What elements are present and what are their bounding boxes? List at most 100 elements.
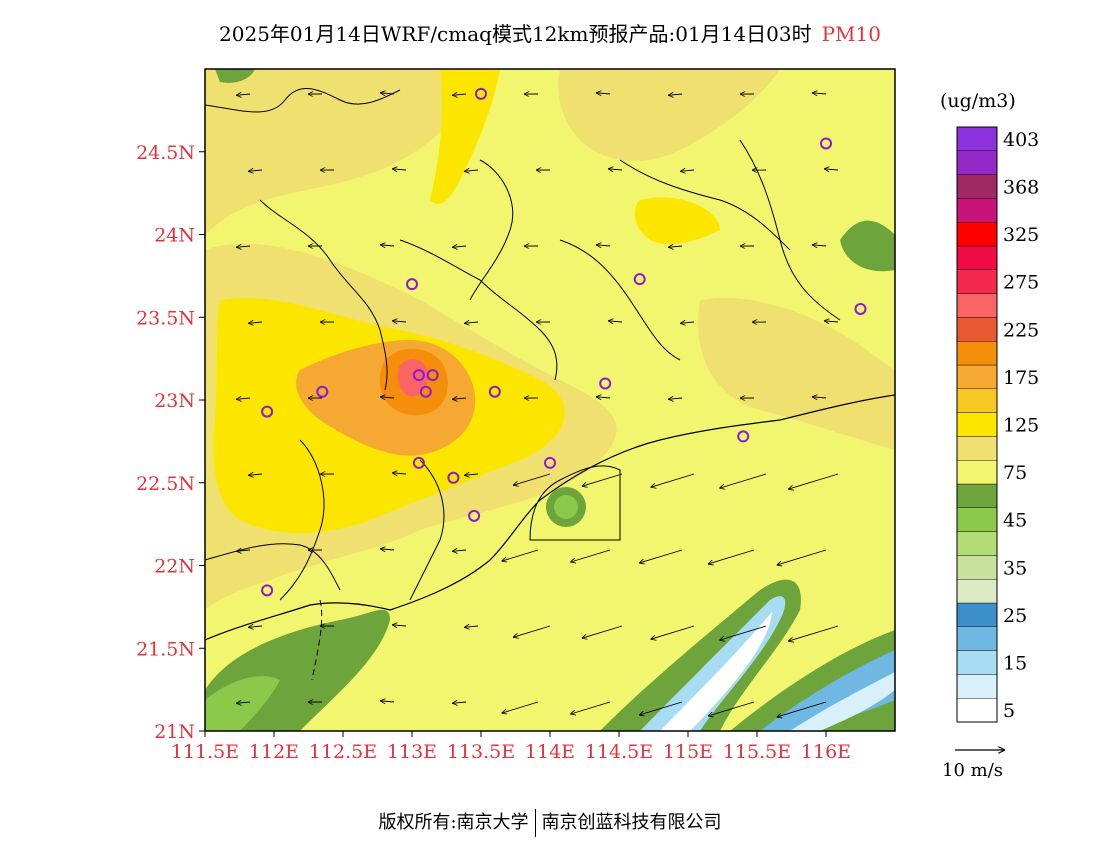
field-band-moderate-east — [698, 298, 895, 450]
colorbar-swatch — [956, 483, 998, 508]
boundary-east-1 — [559, 239, 681, 361]
field-low-northwest-corner — [215, 69, 255, 83]
station-marker — [475, 87, 487, 100]
colorbar-swatch — [956, 436, 998, 461]
wind-arrow — [777, 549, 827, 565]
colorbar-tick-label: 35 — [1003, 557, 1027, 579]
station-marker — [633, 273, 646, 286]
lon-tick-label: 115.5E — [723, 741, 791, 763]
wind-arrow — [464, 474, 479, 475]
boundary-southwest-2 — [205, 543, 341, 591]
colorbar-tick-label: 368 — [1003, 177, 1039, 199]
wind-arrow — [582, 473, 623, 486]
wind-arrow — [708, 549, 755, 564]
station-marker — [426, 369, 439, 382]
wind-arrow — [464, 322, 479, 323]
lon-tick-label: 112.5E — [309, 741, 377, 763]
longitude-axis: 111.5E 112E 112.5E 113E 113.5E 114E 114.5E 115E… — [171, 731, 851, 763]
station-marker — [544, 456, 556, 469]
map-title: 2025年01月14日WRF/cmaq模式12km预报产品:01月14日03时 P… — [0, 18, 1100, 47]
colorbar-frame — [956, 126, 998, 723]
lon-tick-label: 111.5E — [171, 741, 239, 763]
wind-arrow — [464, 170, 479, 171]
wind-arrow — [596, 245, 611, 246]
station-marker — [261, 405, 274, 418]
colorbar-tick-label: 175 — [1003, 367, 1039, 389]
wind-arrow — [236, 702, 251, 703]
colorbar-swatch — [956, 317, 998, 342]
wind-arrow — [236, 550, 251, 551]
coastline — [205, 394, 895, 641]
boundary-dashed — [311, 599, 323, 681]
field-low-northeast — [840, 220, 895, 272]
colorbar-swatch — [956, 245, 998, 270]
wind-vectors — [236, 93, 839, 717]
colorbar-swatch — [956, 221, 998, 247]
field-sea-band-1 — [600, 579, 801, 731]
boundary-pearl-delta — [409, 459, 445, 601]
wind-arrow — [513, 473, 551, 485]
station-marker — [447, 471, 460, 484]
wind-arrow — [812, 93, 827, 94]
colorbar-unit-label: (ug/m3) — [940, 90, 1016, 112]
colorbar-tick-label: 75 — [1003, 462, 1027, 484]
wind-arrow — [236, 94, 251, 95]
colorbar-swatch — [956, 602, 998, 627]
station-marker — [316, 385, 329, 398]
field-band-moderate-northeast — [558, 69, 780, 161]
wind-arrow — [812, 245, 827, 246]
station-marker — [468, 509, 481, 522]
station-marker — [412, 369, 425, 382]
colorbar-swatch — [956, 650, 998, 675]
wind-arrow — [248, 626, 263, 627]
lat-tick-label: 23N — [154, 390, 195, 412]
station-marker — [419, 385, 432, 398]
wind-arrow — [639, 549, 683, 563]
colorbar-swatch — [956, 293, 998, 318]
wind-arrow — [452, 702, 467, 703]
colorbar-swatch — [956, 412, 998, 437]
colorbar-swatch — [956, 364, 998, 389]
footer-left: 版权所有:南京大学 — [378, 812, 529, 833]
colorbar-tick-label: 5 — [1003, 700, 1015, 722]
boundary-west-1 — [259, 199, 388, 391]
station-markers — [261, 87, 867, 597]
wind-arrow — [668, 398, 683, 399]
wind-arrow — [236, 398, 251, 399]
pm10-concentration-field — [205, 69, 895, 731]
boundary-north — [205, 87, 401, 113]
colorbar-tick-label: 225 — [1003, 319, 1039, 341]
wind-arrow — [608, 169, 623, 170]
boundary-northeast — [619, 159, 791, 251]
lat-tick-label: 22.5N — [136, 473, 195, 495]
wind-arrow — [502, 549, 539, 561]
wind-arrow — [668, 94, 683, 95]
colorbar-swatch — [956, 626, 998, 651]
colorbar-swatch — [956, 388, 998, 413]
lat-tick-label: 24.5N — [136, 142, 195, 164]
colorbar-swatch — [956, 507, 998, 532]
wind-arrow — [608, 321, 623, 322]
wind-arrow — [248, 474, 263, 475]
field-low-southwest-inner — [205, 676, 280, 731]
colorbar-tick-label: 275 — [1003, 272, 1039, 294]
station-marker — [737, 430, 750, 443]
admin-boundaries — [205, 87, 895, 681]
wind-arrow — [668, 246, 683, 247]
wind-arrow — [719, 625, 767, 640]
station-marker — [820, 137, 832, 150]
title-variable: PM10 — [821, 22, 881, 46]
wind-arrow — [570, 549, 611, 562]
lon-tick-label: 114E — [525, 741, 575, 763]
wind-arrow — [392, 473, 407, 474]
colorbar-tick-label: 125 — [1003, 415, 1039, 437]
lat-tick-label: 24N — [154, 225, 195, 247]
wind-arrow — [651, 473, 695, 487]
colorbar-swatch — [956, 674, 998, 699]
lat-tick-label: 22N — [154, 556, 195, 578]
lon-tick-label: 116E — [801, 741, 851, 763]
colorbar-swatch — [956, 341, 998, 366]
wind-arrow — [680, 170, 695, 171]
station-marker — [854, 302, 867, 315]
